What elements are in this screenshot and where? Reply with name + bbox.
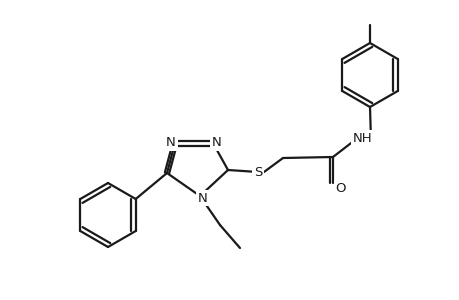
Text: N: N — [212, 136, 221, 149]
Text: N: N — [166, 136, 175, 149]
Text: N: N — [198, 191, 207, 205]
Text: NH: NH — [353, 131, 372, 145]
Text: O: O — [335, 182, 346, 194]
Text: S: S — [253, 166, 262, 178]
